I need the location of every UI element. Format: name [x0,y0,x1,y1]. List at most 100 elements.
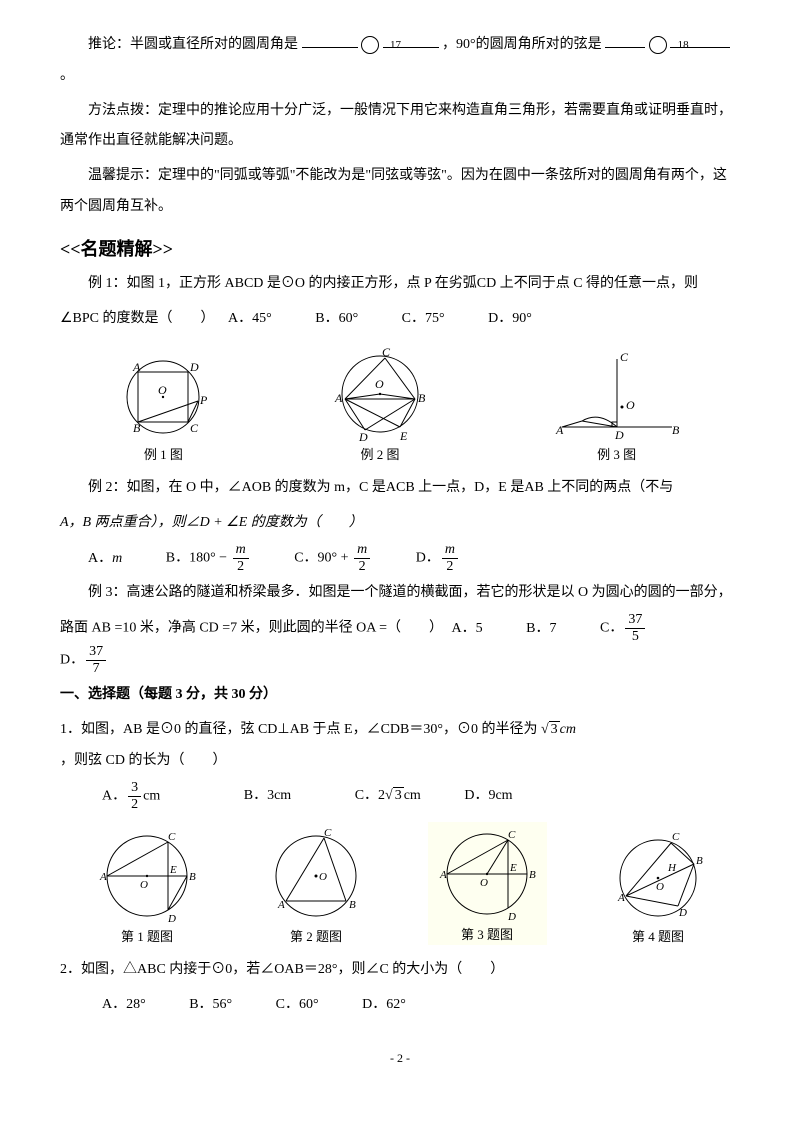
frac: 377 [86,645,106,676]
ex3-opt-d: D．377 [60,645,108,677]
svg-text:B: B [133,421,141,435]
fig3-box: O C A D B 例 3 图 [542,349,692,463]
text: 。 [60,68,74,83]
text: A． [88,551,112,566]
text: 1．如图，AB 是⊙0 的直径，弦 CD⊥AB 于点 E，∠CDB＝30°，⊙0… [60,722,537,737]
svg-text:B: B [672,423,680,437]
text: ，90°的圆周角所对的弦是 [442,37,602,52]
q2-opt-b: B．56° [189,990,232,1021]
q1-opt-a: A．32cm [102,781,160,813]
ex3-stem2: 路面 AB =10 米，净高 CD =7 米，则此圆的半径 OA =（ ） A．… [60,613,740,676]
ex3-opt-c: C．375 [600,613,647,645]
fig3-svg: O C A D B [542,349,692,444]
svg-text:C: C [382,345,391,359]
text: m [112,551,122,566]
frac: m2 [233,543,249,574]
num: 37 [86,645,106,661]
q1-opt-d: D．9cm [464,781,512,812]
q4-fig-label: 第 4 题图 [606,926,711,945]
frac: 375 [625,613,645,644]
svg-text:D: D [507,911,516,923]
svg-text:O: O [626,398,635,412]
svg-text:E: E [169,864,177,876]
frac: m2 [354,543,370,574]
frac: m2 [442,543,458,574]
ex1-stem-a: 例 1：如图 1，正方形 ABCD 是⊙O 的内接正方形，点 P 在劣弧CD 上… [60,269,740,300]
svg-text:A: A [334,391,343,405]
den: 5 [625,629,645,644]
text: cm [560,722,576,737]
den: 7 [86,661,106,676]
q1-opt-c: C．2 3cm [355,781,421,812]
fig2-box: C A B D E O 例 2 图 [315,344,445,463]
svg-text:A: A [132,360,141,374]
svg-text:C: C [324,827,332,839]
page-number: - 2 - [60,1051,740,1066]
ex2-opt-c: C．90° + m2 [294,543,372,575]
num: m [354,543,370,559]
svg-text:O: O [375,377,384,391]
q1-fig-label: 第 1 题图 [90,926,205,945]
rad: 3 [549,721,560,737]
svg-text:E: E [509,862,517,874]
q4-fig: A B C D H O 第 4 题图 [606,826,711,945]
q2-opt-a: A．28° [102,990,146,1021]
q4-svg: A B C D H O [606,826,711,926]
svg-text:E: E [399,429,408,443]
fig1-label: 例 1 图 [108,444,218,463]
page: 推论：半圆或直径所对的圆周角是 17 ，90°的圆周角所对的弦是 18 。 方法… [0,0,800,1086]
text: ∠BPC 的度数是（ ） [60,311,215,326]
circled-18: 18 [649,36,667,54]
intro-line3: 温馨提示：定理中的"同弧或等弧"不能改为是"同弦或等弦"。因为在圆中一条弦所对的… [60,161,740,223]
svg-text:C: C [508,829,516,841]
svg-text:A: A [617,892,625,904]
svg-text:C: C [168,831,176,843]
svg-text:B: B [349,899,356,911]
text: 路面 AB =10 米，净高 CD =7 米，则此圆的半径 OA =（ ） [60,621,443,636]
text: C．90° + [294,551,352,566]
q1-options: A．32cm B．3cm C．2 3cm D．9cm [60,781,740,813]
ex2-opt-d: D．m2 [416,543,460,575]
blank-18 [605,47,645,48]
section-title-choice: 一、选择题（每题 3 分，共 30 分） [60,680,740,711]
ex3-stem: 例 3：高速公路的隧道和桥梁最多．如图是一个隧道的横截面，若它的形状是以 O 为… [60,578,740,609]
svg-text:A: A [555,423,564,437]
fig2-svg: C A B D E O [315,344,445,444]
text: C．2 [355,788,385,803]
svg-text:B: B [189,871,196,883]
figure-row-2: A B C D E O 第 1 题图 A B C O 第 2 题图 [60,822,740,945]
sqrt: 3 [541,715,560,746]
text: D． [416,551,440,566]
svg-text:A: A [439,869,447,881]
q3-svg: A B C D E O [430,824,545,924]
text: cm [404,788,421,803]
svg-text:D: D [167,913,176,925]
svg-text:C: C [620,350,629,364]
fig2-label: 例 2 图 [315,444,445,463]
q1-fig: A B C D E O 第 1 题图 [90,826,205,945]
den: 2 [128,797,141,812]
svg-text:H: H [667,862,677,874]
q2-opt-c: C．60° [276,990,319,1021]
den: 2 [233,559,249,574]
text: A． [102,788,126,803]
q1-stem: 1．如图，AB 是⊙0 的直径，弦 CD⊥AB 于点 E，∠CDB＝30°，⊙0… [60,715,740,777]
svg-text:B: B [696,855,703,867]
num: m [442,543,458,559]
ex1-opt-c: C．75° [402,304,445,335]
num: 37 [625,613,645,629]
section-title-examples: <<名题精解>> [60,235,740,261]
ex2-opt-a: A．m [88,544,122,575]
ex2-stem2: A，B 两点重合），则∠D + ∠E 的度数为（ ） [60,508,740,539]
svg-text:O: O [158,383,167,397]
svg-text:D: D [678,907,687,919]
blank-18b [670,47,730,48]
q2-fig: A B C O 第 2 题图 [264,826,369,945]
rad: 3 [393,787,404,803]
q1-opt-b: B．3cm [244,781,291,812]
ex2-opt-b: B．180° − m2 [166,543,251,575]
blank-17 [302,47,358,48]
q2-stem: 2．如图，△ABC 内接于⊙0，若∠OAB＝28°，则∠C 的大小为（ ） [60,955,740,986]
ex3-opt-a: A．5 [452,614,483,645]
svg-text:O: O [140,879,148,891]
